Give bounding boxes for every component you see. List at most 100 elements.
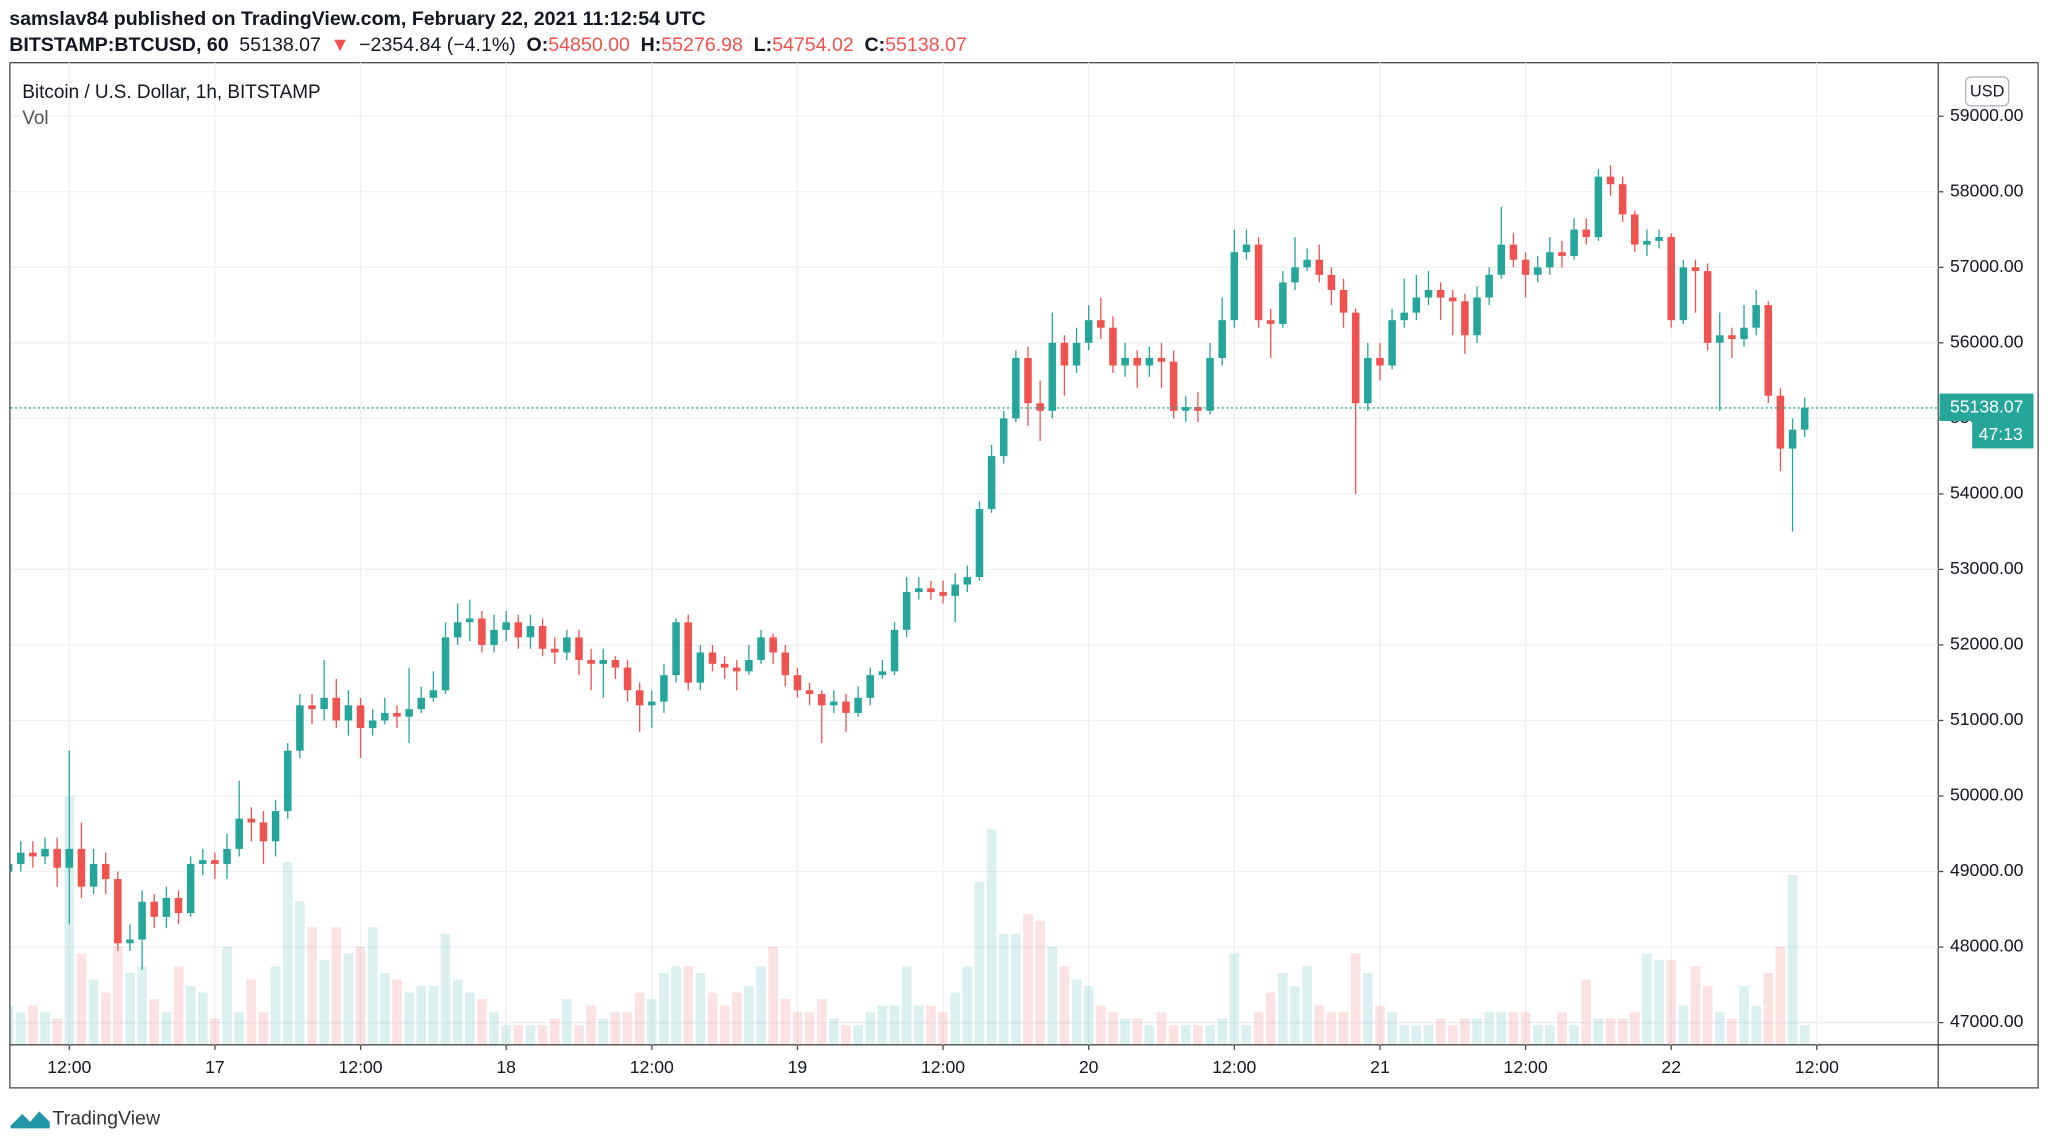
volume-bar — [792, 1012, 803, 1045]
volume-bar — [88, 979, 99, 1045]
candle-body — [1546, 252, 1554, 268]
y-tick-label: 58000.00 — [1950, 180, 2024, 200]
candle-body — [453, 622, 462, 638]
volume-bar — [1095, 1005, 1106, 1045]
y-tick-label: 56000.00 — [1950, 331, 2024, 351]
volume-bar — [379, 972, 390, 1045]
candle-body — [805, 690, 814, 695]
volume-bar — [744, 986, 754, 1045]
volume-bar — [1132, 1018, 1143, 1045]
currency-button[interactable] — [1964, 76, 2010, 107]
candle-body — [186, 863, 195, 914]
y-tick-label: 59000.00 — [1950, 105, 2024, 125]
volume-bar — [1362, 972, 1373, 1045]
candle-body — [1279, 282, 1287, 324]
volume-bar — [137, 966, 147, 1045]
candle-body — [927, 588, 935, 593]
volume-bar — [1035, 920, 1046, 1045]
candle-body — [16, 852, 25, 864]
candle-body — [223, 848, 231, 864]
candle-body — [1752, 305, 1760, 328]
volume-bar — [1472, 1018, 1482, 1045]
volume-bar — [307, 927, 317, 1045]
volume-bar — [610, 1012, 621, 1045]
x-tick-label: 12:00 — [630, 1057, 674, 1077]
volume-bar — [1751, 1005, 1762, 1045]
volume-bar — [853, 1025, 863, 1045]
candle-body — [89, 863, 98, 887]
candle-body — [150, 901, 159, 917]
candle-body — [320, 697, 328, 710]
x-tick-label: 12:00 — [921, 1057, 965, 1077]
volume-bar — [428, 986, 439, 1045]
candle-body — [1509, 244, 1518, 260]
candle-body — [1133, 357, 1141, 366]
candle-body — [1109, 327, 1117, 366]
candle-body — [1206, 357, 1214, 411]
publisher: samslav84 published on TradingView.com, … — [9, 8, 705, 30]
volume-bar — [562, 999, 572, 1045]
volume-bar — [828, 1018, 839, 1045]
candle-body — [648, 701, 656, 706]
countdown: 47:13 — [1979, 424, 2023, 444]
candle-body — [1631, 214, 1639, 245]
candle-body — [1364, 357, 1372, 404]
ohlc-value: 55276.98 — [661, 34, 743, 56]
volume-bar — [319, 959, 329, 1045]
candle-body — [842, 701, 850, 713]
y-tick-label: 49000.00 — [1950, 860, 2024, 880]
volume-bar — [270, 966, 281, 1045]
candle-body — [1169, 361, 1178, 411]
x-tick-label: 12:00 — [47, 1057, 91, 1077]
candle-body — [1473, 297, 1481, 336]
candle-body — [405, 709, 413, 717]
volume-bar — [549, 1018, 560, 1045]
candle-body — [1424, 289, 1433, 298]
volume-bar — [1120, 1018, 1130, 1045]
volume-bar — [986, 829, 997, 1045]
volume-bar — [731, 992, 742, 1045]
countdown-tag — [1972, 420, 2034, 449]
volume-bar — [440, 933, 451, 1045]
volume-bar — [877, 1005, 888, 1045]
candle-body — [65, 848, 74, 868]
volume-bar — [1423, 1025, 1434, 1045]
volume-bar — [1496, 1012, 1507, 1045]
candle-body — [1024, 357, 1032, 404]
volume-bar — [938, 1012, 948, 1045]
candle-body — [793, 675, 802, 691]
volume-bar — [804, 1012, 815, 1045]
volume-bar — [780, 999, 791, 1045]
candle-body — [1679, 267, 1688, 321]
x-tick-label: 17 — [205, 1057, 225, 1077]
volume-bar — [1775, 946, 1786, 1045]
candle-body — [696, 652, 705, 683]
volume-bar — [331, 927, 342, 1045]
volume-bar — [1617, 1018, 1628, 1045]
candle-body — [732, 667, 741, 672]
volume-bar — [622, 1012, 633, 1045]
brand-name: TradingView — [52, 1107, 161, 1129]
volume-bar — [52, 1018, 63, 1045]
volume-bar — [246, 979, 257, 1045]
candle-body — [1485, 274, 1493, 298]
last-price: 55138.07 — [239, 34, 321, 56]
volume-bar — [40, 1012, 50, 1045]
volume-bar — [1714, 1012, 1725, 1045]
candle-body — [878, 671, 887, 676]
volume-bar — [464, 992, 475, 1045]
volume-bar — [343, 953, 354, 1045]
candle-body — [635, 690, 644, 706]
volume-bar — [1581, 979, 1592, 1045]
volume-bar — [1375, 1005, 1385, 1045]
symbol-line: BITSTAMP:BTCUSD, 60 55138.07 ▼ −2354.84 … — [9, 34, 967, 56]
candle-body — [1182, 407, 1190, 411]
volume-bar — [1447, 1025, 1458, 1045]
candle-body — [1800, 407, 1809, 430]
candle-body — [1436, 289, 1445, 298]
candle-body — [745, 660, 753, 672]
volume-bar — [1168, 1025, 1179, 1045]
chart-frame — [9, 62, 2039, 1089]
candle-body — [344, 705, 353, 721]
publisher-line: samslav84 published on TradingView.com, … — [9, 8, 705, 30]
